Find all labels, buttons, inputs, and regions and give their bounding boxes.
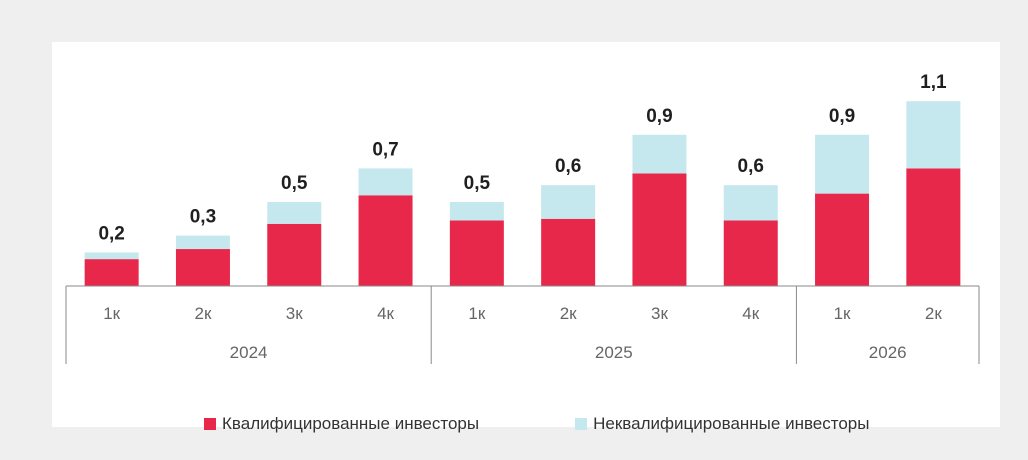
x-tick-label-quarter: 4к: [377, 304, 394, 323]
data-label-total: 0,2: [98, 223, 124, 244]
bar-qualified: [358, 195, 413, 286]
bar-nonqualified: [84, 252, 139, 260]
bar-qualified: [449, 220, 504, 286]
data-label-total: 1,1: [920, 72, 947, 93]
x-group-label-year: 2026: [869, 343, 907, 362]
bar-nonqualified: [723, 185, 778, 221]
x-tick-label-quarter: 2к: [925, 304, 942, 323]
data-label-total: 0,6: [738, 156, 764, 177]
x-tick-label-quarter: 2к: [560, 304, 577, 323]
data-label-total: 0,9: [646, 106, 672, 127]
legend-label-nonqualified: Неквалифицированные инвесторы: [593, 414, 870, 433]
bar-qualified: [175, 249, 230, 286]
x-tick-label-quarter: 1к: [103, 304, 120, 323]
bar-nonqualified: [267, 202, 322, 224]
legend-label-qualified: Квалифицированные инвесторы: [222, 414, 480, 433]
x-tick-label-quarter: 3к: [286, 304, 303, 323]
data-label-total: 0,3: [190, 207, 216, 228]
x-tick-label-quarter: 4к: [742, 304, 759, 323]
x-tick-label-quarter: 1к: [468, 304, 485, 323]
data-label-total: 0,5: [464, 173, 491, 194]
x-tick-label-quarter: 2к: [194, 304, 211, 323]
bar-nonqualified: [175, 235, 230, 250]
x-tick-label-quarter: 3к: [651, 304, 668, 323]
data-label-total: 0,6: [555, 156, 581, 177]
x-group-label-year: 2024: [230, 343, 268, 362]
legend-swatch-qualified: [204, 418, 216, 430]
bar-qualified: [723, 220, 778, 286]
stacked-bar-chart: 0,2 1к 0,3 2к 0,5 3к 0,7 4к 0,5 1к 0,6 2к 0,9 3к 0,6 4к…: [65, 72, 980, 364]
bar-nonqualified: [815, 134, 870, 194]
legend-item-qualified: Квалифицированные инвесторы: [204, 414, 479, 434]
x-tick-label-quarter: 1к: [834, 304, 851, 323]
bar-qualified: [906, 168, 961, 286]
legend: Квалифицированные инвесторы Неквалифицир…: [204, 414, 869, 434]
legend-item-nonqualified: Неквалифицированные инвесторы: [575, 414, 869, 434]
bar-nonqualified: [632, 134, 687, 174]
bar-qualified: [815, 193, 870, 286]
bar-nonqualified: [358, 168, 413, 196]
chart-card: 0,2 1к 0,3 2к 0,5 3к 0,7 4к 0,5 1к 0,6 2к 0,9 3к 0,6 4к…: [52, 42, 1000, 433]
bar-qualified: [541, 218, 596, 286]
data-label-total: 0,7: [372, 139, 398, 160]
bar-qualified: [267, 223, 322, 286]
bar-qualified: [632, 173, 687, 286]
bar-nonqualified: [541, 185, 596, 219]
legend-swatch-nonqualified: [575, 418, 588, 430]
data-label-total: 0,5: [281, 173, 308, 194]
data-label-total: 0,9: [829, 106, 855, 127]
bar-nonqualified: [449, 202, 504, 221]
bar-nonqualified: [906, 101, 961, 169]
bar-qualified: [84, 259, 139, 286]
x-group-label-year: 2025: [595, 343, 633, 362]
